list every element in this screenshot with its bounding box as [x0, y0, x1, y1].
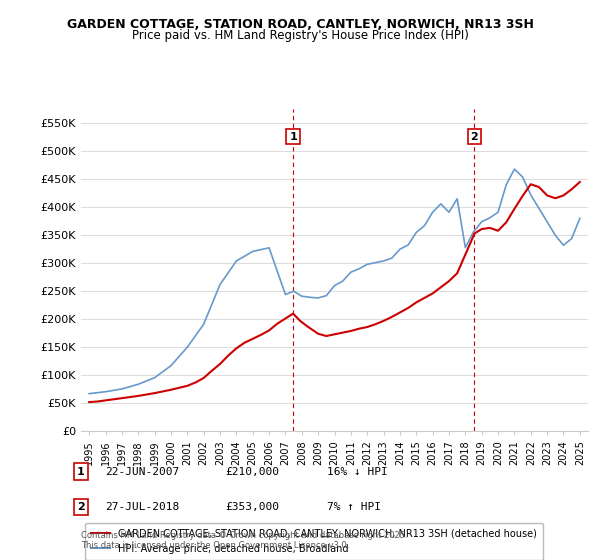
Legend: GARDEN COTTAGE, STATION ROAD, CANTLEY, NORWICH, NR13 3SH (detached house), HPI: : GARDEN COTTAGE, STATION ROAD, CANTLEY, N…	[85, 523, 542, 559]
Text: 16% ↓ HPI: 16% ↓ HPI	[327, 466, 388, 477]
Text: 1: 1	[289, 132, 297, 142]
Text: GARDEN COTTAGE, STATION ROAD, CANTLEY, NORWICH, NR13 3SH: GARDEN COTTAGE, STATION ROAD, CANTLEY, N…	[67, 18, 533, 31]
Text: 22-JUN-2007: 22-JUN-2007	[105, 466, 179, 477]
Text: 2: 2	[77, 502, 85, 512]
Text: 1: 1	[77, 466, 85, 477]
Text: Price paid vs. HM Land Registry's House Price Index (HPI): Price paid vs. HM Land Registry's House …	[131, 29, 469, 42]
Text: £210,000: £210,000	[225, 466, 279, 477]
Text: £353,000: £353,000	[225, 502, 279, 512]
Text: Contains HM Land Registry data © Crown copyright and database right 2025.
This d: Contains HM Land Registry data © Crown c…	[81, 530, 407, 550]
Text: 7% ↑ HPI: 7% ↑ HPI	[327, 502, 381, 512]
Text: 2: 2	[470, 132, 478, 142]
Text: 27-JUL-2018: 27-JUL-2018	[105, 502, 179, 512]
